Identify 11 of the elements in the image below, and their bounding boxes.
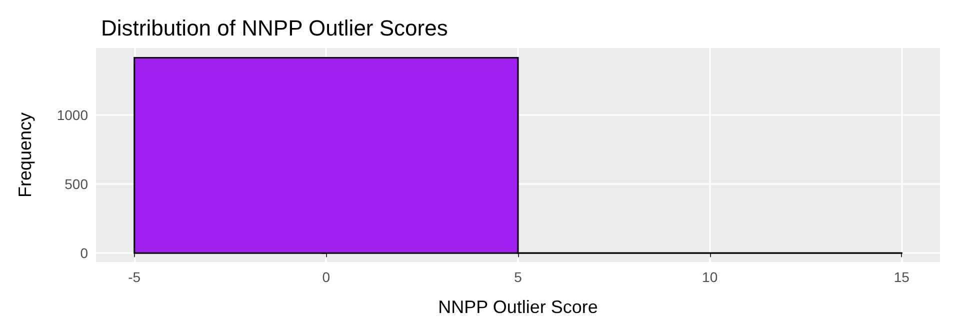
x-tick-label: 5 <box>514 269 522 285</box>
x-tick-label: -5 <box>128 269 141 285</box>
x-tick-label: 15 <box>894 269 910 285</box>
y-tick-label: 1000 <box>56 107 88 124</box>
y-tick-label: 0 <box>80 245 88 262</box>
x-axis-title: NNPP Outlier Score <box>438 297 598 317</box>
y-tick-label: 500 <box>64 176 88 192</box>
y-axis-title: Frequency <box>15 112 35 198</box>
chart-title: Distribution of NNPP Outlier Scores <box>101 16 448 40</box>
x-tick-label: 0 <box>322 269 330 285</box>
x-tick-label: 10 <box>702 269 718 285</box>
